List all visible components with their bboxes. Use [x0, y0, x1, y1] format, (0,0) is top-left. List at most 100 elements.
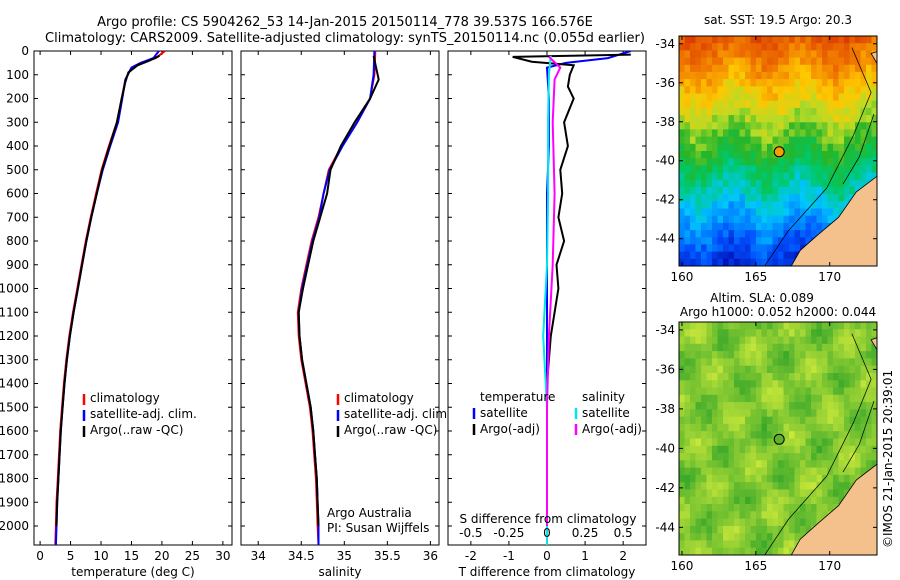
- map-cell: [767, 540, 774, 549]
- map-cell: [728, 329, 735, 338]
- map-cell: [706, 482, 713, 491]
- map-cell: [827, 208, 834, 217]
- map-cell: [871, 158, 877, 166]
- map-cell: [723, 518, 730, 527]
- map-cell: [717, 474, 724, 483]
- map-cell: [811, 482, 818, 491]
- map-cell: [827, 431, 834, 440]
- map-cell: [712, 86, 719, 95]
- map-cell: [772, 208, 779, 217]
- bathymetry-contour: [764, 47, 872, 266]
- map-cell: [767, 258, 774, 266]
- map-cell: [794, 482, 801, 491]
- map-cell: [811, 394, 818, 403]
- map-cell: [844, 365, 851, 374]
- map-cell: [745, 186, 752, 195]
- map-cell: [717, 409, 724, 418]
- map-cell: [684, 387, 691, 396]
- map-cell: [811, 489, 818, 498]
- map-cell: [723, 373, 730, 381]
- map-cell: [811, 358, 818, 367]
- map-cell: [800, 518, 807, 527]
- map-cell: [690, 343, 697, 352]
- map-cell: [745, 222, 752, 231]
- map-cell: [750, 172, 757, 181]
- map-cell: [734, 547, 741, 555]
- map-cell: [844, 467, 851, 476]
- map-cell: [761, 208, 768, 217]
- map-cell: [805, 402, 812, 410]
- map-cell: [695, 230, 702, 238]
- map-cell: [844, 93, 851, 102]
- map-cell: [750, 237, 757, 246]
- map-cell: [723, 186, 730, 195]
- map-cell: [811, 474, 818, 483]
- map-cell: [690, 365, 697, 374]
- x-tick-label: 34: [251, 549, 266, 563]
- map-cell: [860, 351, 867, 359]
- map-cell: [860, 93, 867, 102]
- map-cell: [695, 244, 702, 253]
- map-cell: [767, 504, 774, 512]
- map-y-tick-label: -38: [655, 402, 675, 416]
- map-cell: [723, 423, 730, 432]
- map-cell: [811, 336, 818, 345]
- map-cell: [761, 438, 768, 447]
- map-cell: [723, 122, 730, 131]
- map-cell: [728, 460, 735, 469]
- map-cell: [706, 158, 713, 166]
- sst-map-field: [679, 36, 877, 266]
- map-cell: [789, 525, 796, 534]
- map-cell: [679, 122, 686, 131]
- map-cell: [800, 431, 807, 440]
- map-cell: [767, 230, 774, 238]
- map-cell: [805, 482, 812, 491]
- map-cell: [761, 258, 768, 266]
- map-cell: [800, 380, 807, 389]
- map-cell: [783, 201, 790, 210]
- map-cell: [855, 79, 862, 87]
- map-cell: [772, 358, 779, 367]
- map-cell: [756, 540, 763, 549]
- map-cell: [739, 93, 746, 102]
- map-cell: [739, 489, 746, 498]
- map-cell: [723, 431, 730, 440]
- temperature-panel: 0100200300400500600700800900100011001200…: [0, 44, 233, 579]
- map-cell: [701, 50, 708, 59]
- s-diff-tick-label: 0: [543, 526, 551, 540]
- map-cell: [750, 423, 757, 432]
- map-cell: [849, 431, 856, 440]
- map-cell: [772, 122, 779, 131]
- map-cell: [684, 329, 691, 338]
- map-cell: [789, 409, 796, 418]
- map-cell: [811, 43, 818, 51]
- map-cell: [679, 129, 686, 138]
- map-cell: [723, 445, 730, 454]
- map-cell: [783, 482, 790, 491]
- map-cell: [717, 64, 724, 73]
- map-cell: [679, 431, 686, 440]
- map-cell: [811, 365, 818, 374]
- map-cell: [800, 71, 807, 80]
- map-cell: [778, 258, 785, 266]
- map-cell: [871, 445, 877, 454]
- map-cell: [833, 409, 840, 418]
- map-cell: [844, 172, 851, 181]
- map-cell: [761, 107, 768, 116]
- map-cell: [767, 43, 774, 51]
- map-cell: [690, 93, 697, 102]
- map-cell: [794, 230, 801, 238]
- difference-xlabel-top: S difference from climatology: [460, 512, 637, 526]
- map-cell: [860, 438, 867, 447]
- map-cell: [734, 518, 741, 527]
- map-cell: [855, 107, 862, 116]
- map-cell: [844, 79, 851, 87]
- map-cell: [679, 50, 686, 59]
- map-cell: [712, 143, 719, 152]
- map-cell: [800, 107, 807, 116]
- map-cell: [745, 453, 752, 461]
- map-cell: [695, 136, 702, 145]
- map-cell: [789, 431, 796, 440]
- map-cell: [728, 230, 735, 238]
- map-cell: [684, 423, 691, 432]
